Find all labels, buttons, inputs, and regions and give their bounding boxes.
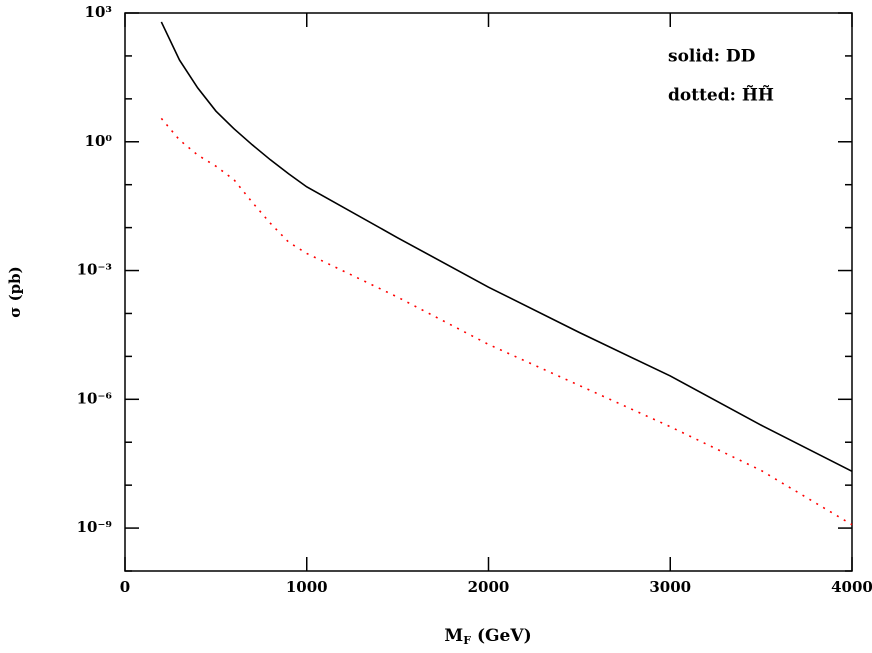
x-label-unit: (GeV) — [477, 626, 532, 646]
x-tick-label: 1000 — [286, 578, 328, 596]
y-tick-label: 10³ — [85, 3, 112, 21]
annotation: dotted: H̃H̃ — [668, 85, 774, 105]
series-line — [160, 21, 853, 473]
series-line — [160, 117, 853, 526]
x-tick-label: 2000 — [468, 578, 510, 596]
x-tick-label: 3000 — [649, 578, 691, 596]
x-tick-label: 4000 — [831, 578, 872, 596]
x-tick-label: 0 — [120, 578, 130, 596]
annotation: solid: DD — [668, 47, 756, 67]
y-tick-label: 10⁻³ — [77, 261, 112, 279]
x-label-main: M — [444, 626, 463, 646]
y-tick-label: 10⁰ — [85, 132, 113, 150]
y-axis-label: σ (pb) — [6, 266, 24, 317]
x-label-sub: F — [463, 634, 471, 647]
y-tick-label: 10⁻⁹ — [77, 518, 112, 536]
y-tick-label: 10⁻⁶ — [77, 389, 113, 407]
x-axis-label: MF (GeV) — [444, 626, 531, 648]
